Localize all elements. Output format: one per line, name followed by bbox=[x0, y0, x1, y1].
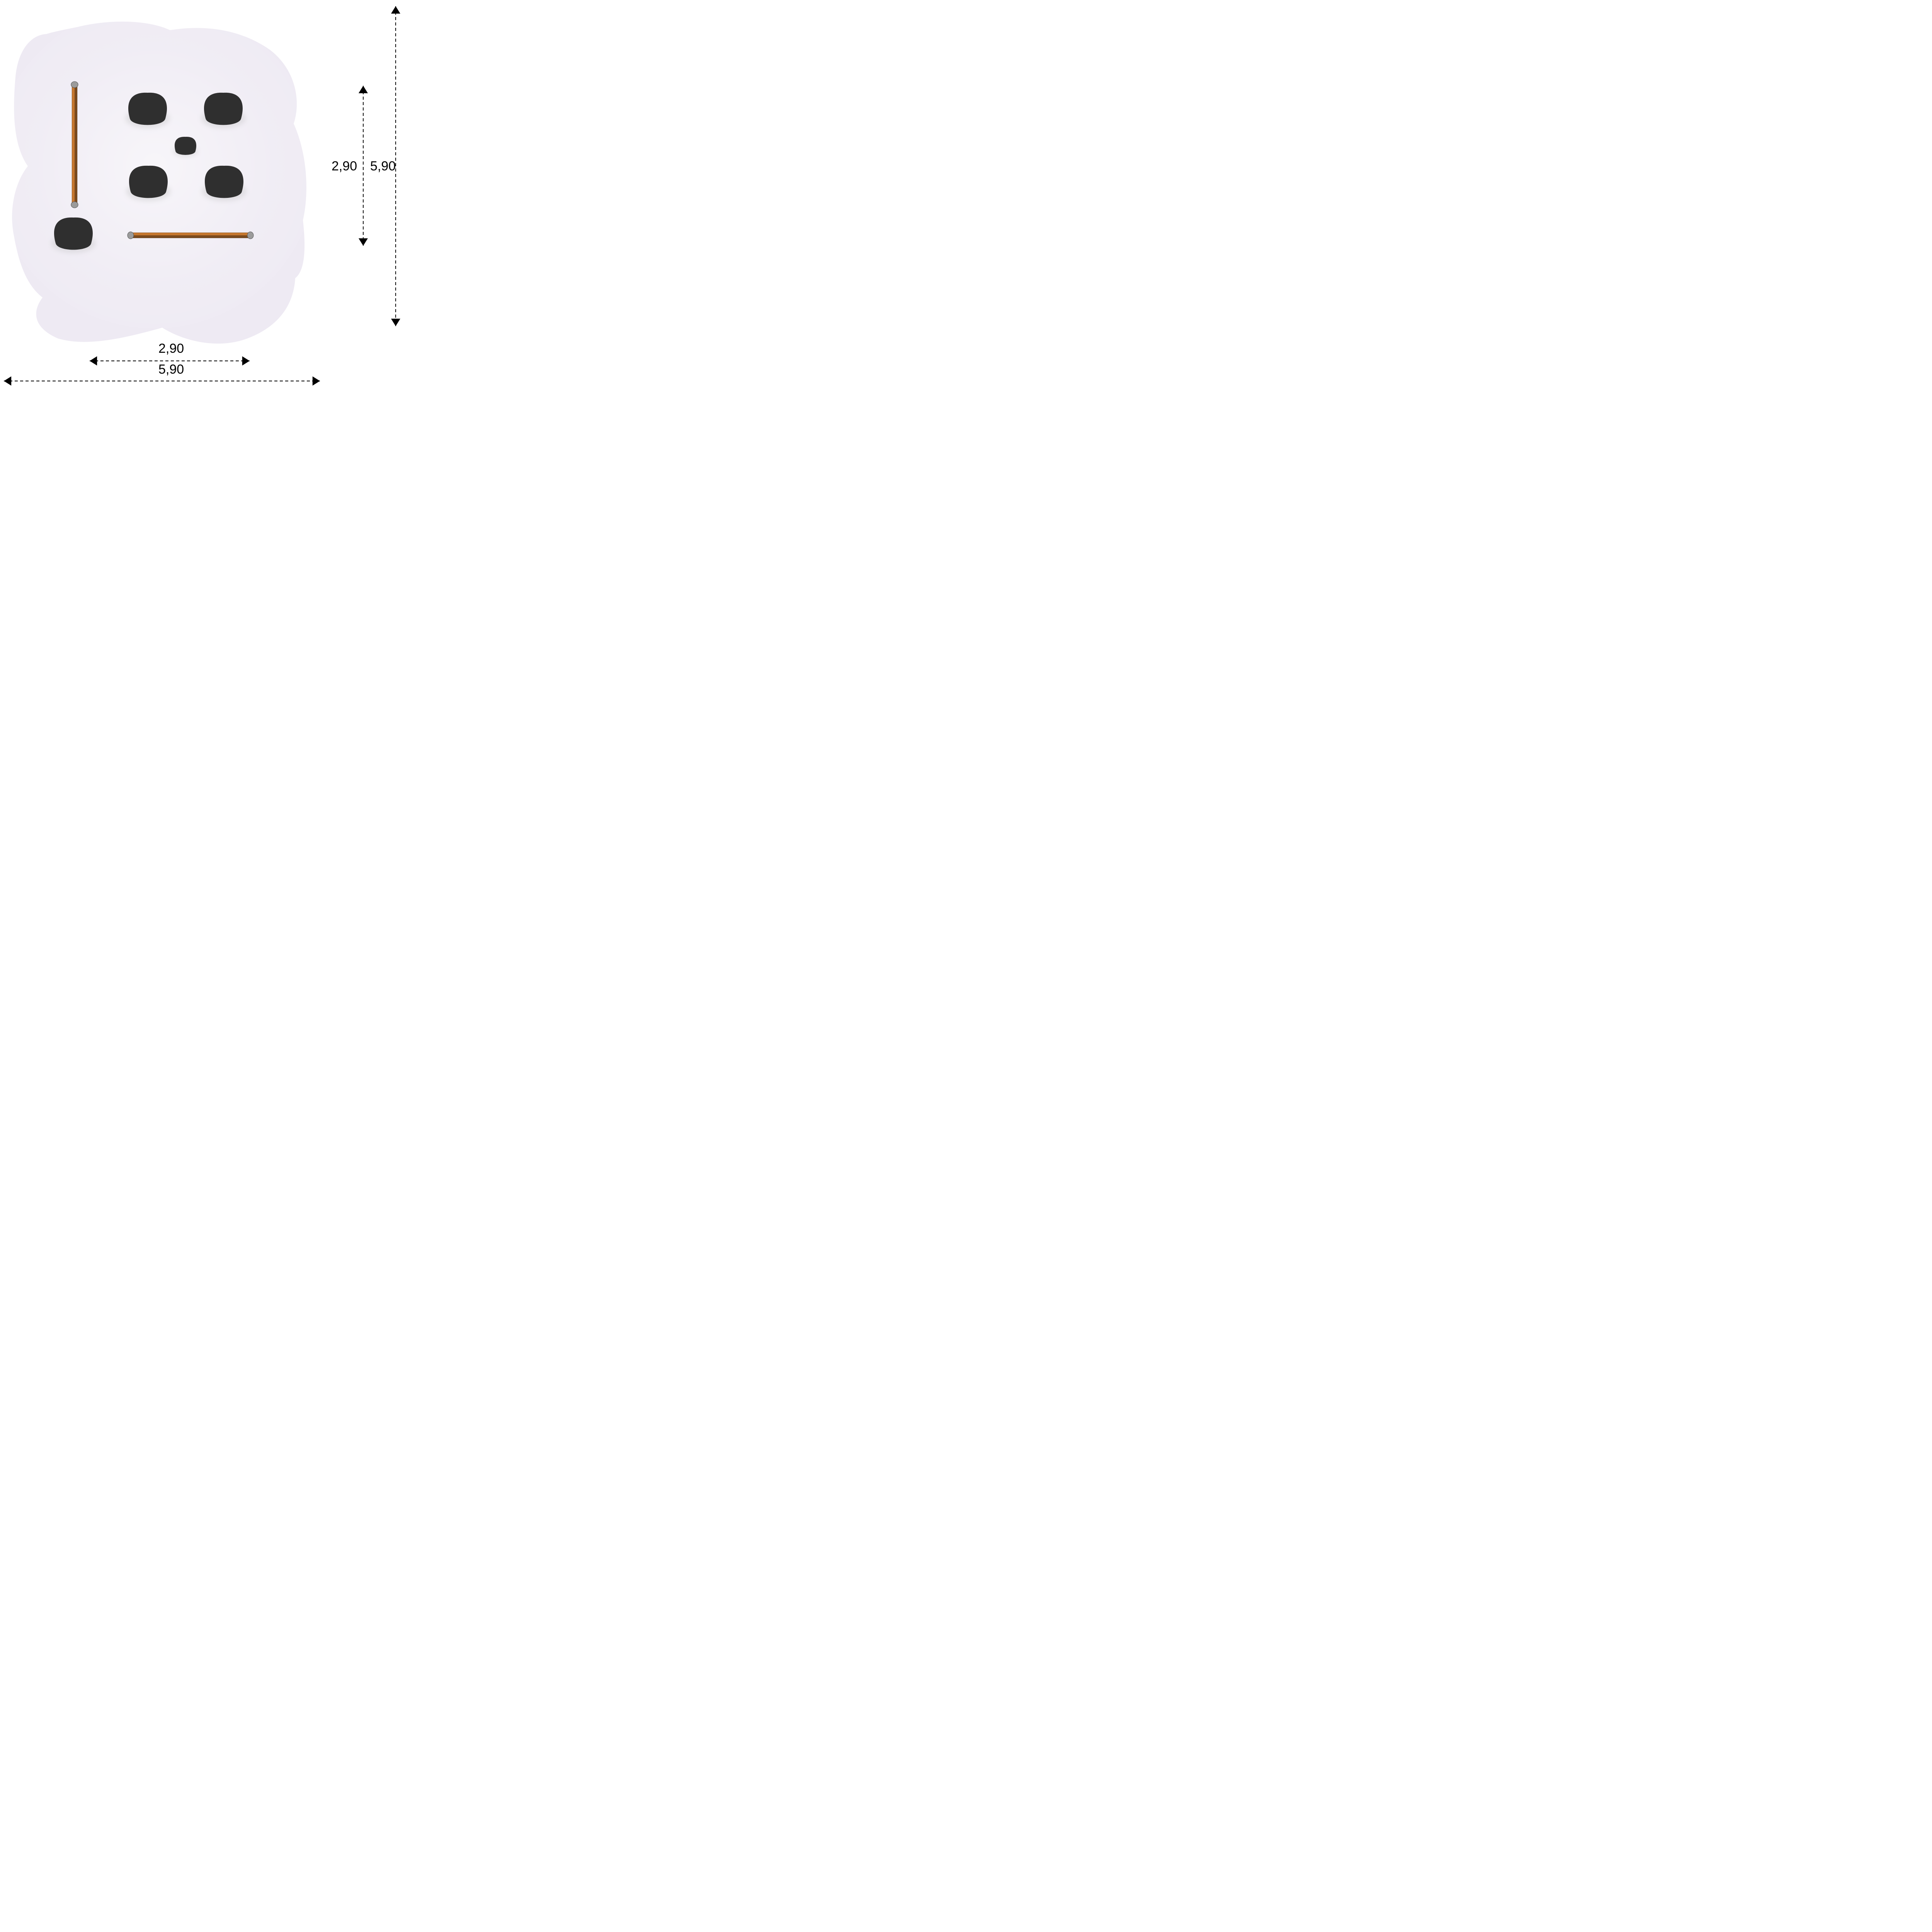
dim-label-inner-height: 2,90 bbox=[332, 159, 357, 174]
diagram-svg bbox=[0, 0, 421, 386]
dim-label-outer-height: 5,90 bbox=[370, 159, 396, 174]
beam-vertical bbox=[71, 82, 78, 208]
blob-center bbox=[175, 137, 196, 155]
blob-mid-left bbox=[129, 166, 168, 198]
dim-label-outer-width: 5,90 bbox=[158, 362, 184, 377]
blob-lone bbox=[54, 218, 93, 250]
blob-top-right bbox=[204, 93, 243, 125]
beam-horizontal bbox=[128, 232, 253, 239]
haze bbox=[0, 4, 317, 328]
dim-label-inner-width: 2,90 bbox=[158, 341, 184, 356]
blob-top-left bbox=[128, 93, 167, 125]
dim-inner-height bbox=[359, 86, 368, 246]
dim-outer-width bbox=[4, 376, 320, 386]
blob-mid-right bbox=[205, 166, 243, 198]
plan-diagram: 2,90 5,90 2,90 5,90 bbox=[0, 0, 421, 386]
